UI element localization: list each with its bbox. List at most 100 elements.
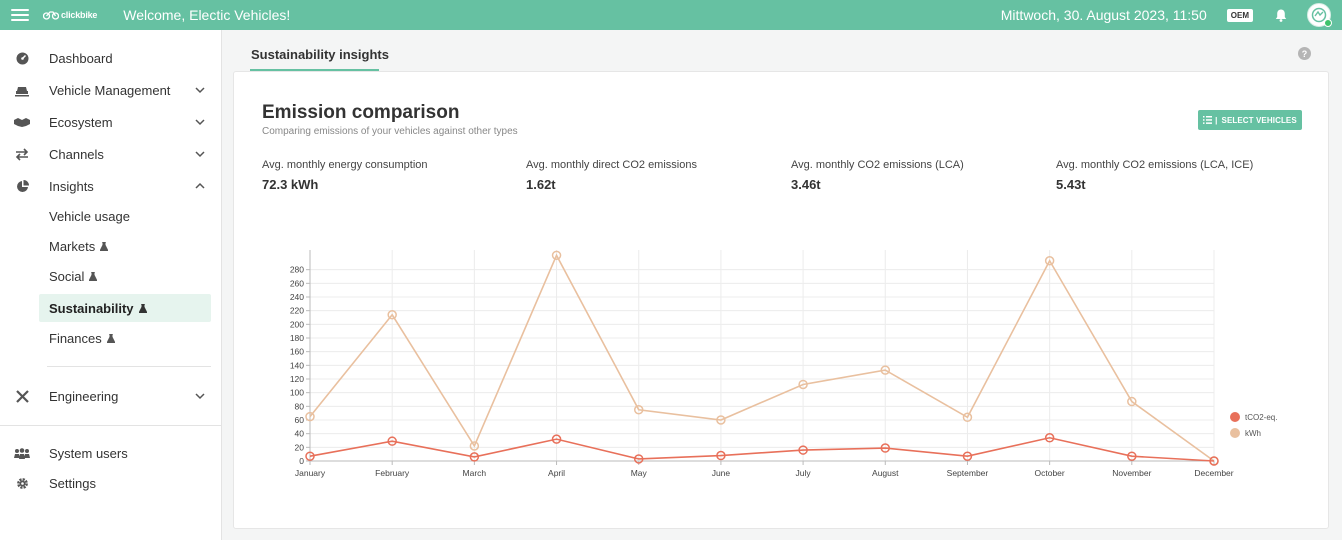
exchange-arrows-icon — [14, 146, 30, 162]
flask-icon — [89, 271, 98, 281]
sidebar-item-engineering[interactable]: Engineering — [0, 381, 221, 411]
logo[interactable]: clickbike — [43, 10, 97, 20]
sidebar-label: Finances — [49, 330, 102, 346]
chart-grid — [309, 250, 1215, 462]
sidebar-item-vehicle-management[interactable]: Vehicle Management — [0, 75, 221, 105]
x-tick-label: April — [548, 468, 565, 478]
flask-icon — [100, 241, 109, 251]
data-point — [880, 443, 891, 453]
data-point — [387, 436, 397, 446]
data-point — [962, 451, 973, 461]
sidebar-item-system-users[interactable]: System users — [0, 438, 221, 468]
series-line-kwh — [309, 253, 1215, 462]
chevron-up-icon — [195, 182, 205, 189]
top-bar: clickbike Welcome, Electic Vehicles! Mit… — [0, 0, 1342, 30]
data-point — [633, 454, 644, 464]
select-vehicles-button[interactable]: | SELECT VEHICLES — [1198, 110, 1302, 130]
select-vehicles-label: SELECT VEHICLES — [1221, 115, 1297, 125]
bell-icon[interactable] — [1275, 9, 1287, 22]
data-point — [880, 365, 891, 375]
sidebar-label: Social — [49, 268, 85, 284]
data-point — [1127, 396, 1137, 407]
sidebar-item-sustainability[interactable]: Sustainability — [39, 294, 211, 322]
sidebar-label: Dashboard — [49, 50, 113, 66]
sidebar-item-vehicle-usage[interactable]: Vehicle usage — [39, 202, 211, 230]
x-tick-label: March — [463, 468, 487, 478]
list-icon — [1203, 116, 1213, 124]
y-tick-label: 160 — [290, 347, 304, 357]
sidebar-label: Insights — [49, 178, 94, 194]
sidebar: Dashboard Vehicle Management Ecosystem C… — [0, 30, 222, 540]
online-status-dot — [1324, 19, 1332, 27]
x-axis: January February March April May June July Augu… — [295, 460, 1234, 478]
help-icon[interactable]: ? — [1298, 47, 1311, 60]
sidebar-item-markets[interactable]: Markets — [39, 232, 211, 260]
sidebar-label: Channels — [49, 146, 104, 162]
data-point — [1044, 433, 1055, 443]
stat-label: Avg. monthly CO2 emissions (LCA, ICE) — [1056, 159, 1254, 171]
legend-label: kWh — [1245, 429, 1261, 438]
sidebar-label: Engineering — [49, 388, 119, 404]
data-point — [551, 250, 562, 261]
data-point — [716, 450, 726, 461]
chevron-down-icon — [195, 151, 205, 158]
data-point — [633, 405, 644, 415]
sidebar-label: Markets — [49, 238, 96, 254]
sidebar-item-settings[interactable]: Settings — [0, 468, 221, 498]
sidebar-item-dashboard[interactable]: Dashboard — [0, 43, 221, 73]
chart-series — [305, 250, 1219, 466]
sidebar-item-channels[interactable]: Channels — [0, 139, 221, 169]
tab-bar: Sustainability insights — [222, 30, 1342, 71]
data-point — [798, 379, 808, 390]
x-tick-label: October — [1035, 468, 1065, 478]
tab-sustainability-insights[interactable]: Sustainability insights — [251, 47, 389, 62]
legend-label: tCO2-eq. — [1245, 413, 1277, 422]
bike-logo-icon — [43, 11, 59, 20]
x-tick-label: February — [375, 468, 410, 478]
legend-swatch — [1230, 428, 1240, 438]
stat-energy-consumption: Avg. monthly energy consumption 72.3 kWh — [262, 159, 428, 192]
y-tick-label: 100 — [290, 388, 304, 398]
legend-swatch — [1230, 412, 1240, 422]
stat-label: Avg. monthly direct CO2 emissions — [526, 159, 697, 171]
user-avatar[interactable] — [1307, 3, 1332, 27]
y-tick-label: 0 — [299, 456, 304, 466]
y-tick-label: 240 — [290, 292, 304, 302]
sidebar-item-ecosystem[interactable]: Ecosystem — [0, 107, 221, 137]
data-point — [469, 452, 480, 462]
flask-icon — [138, 303, 147, 313]
sidebar-item-insights[interactable]: Insights — [0, 171, 221, 201]
card-subtitle: Comparing emissions of your vehicles aga… — [262, 126, 518, 137]
datetime: Mittwoch, 30. August 2023, 11:50 — [1000, 7, 1207, 23]
welcome-text: Welcome, Electic Vehicles! — [123, 7, 291, 23]
x-tick-label: September — [947, 468, 989, 478]
stat-co2-lca: Avg. monthly CO2 emissions (LCA) 3.46t — [791, 159, 964, 192]
x-tick-label: November — [1112, 468, 1151, 478]
data-point — [716, 415, 726, 425]
divider — [0, 425, 221, 426]
y-tick-label: 260 — [290, 278, 304, 288]
data-point — [1127, 451, 1137, 461]
logo-text: clickbike — [61, 10, 98, 20]
y-tick-label: 180 — [290, 333, 304, 343]
y-tick-label: 120 — [290, 374, 304, 384]
sidebar-item-finances[interactable]: Finances — [39, 324, 211, 352]
stat-direct-co2: Avg. monthly direct CO2 emissions 1.62t — [526, 159, 697, 192]
menu-icon[interactable] — [11, 9, 29, 21]
x-tick-label: June — [712, 468, 731, 478]
stat-label: Avg. monthly energy consumption — [262, 159, 428, 171]
y-tick-label: 40 — [295, 429, 305, 439]
gauge-icon — [14, 50, 30, 66]
sidebar-item-social[interactable]: Social — [39, 262, 211, 290]
tools-icon — [14, 388, 30, 404]
stat-value: 1.62t — [526, 177, 556, 192]
divider — [47, 366, 211, 367]
x-tick-label: January — [295, 468, 326, 478]
stat-value: 72.3 kWh — [262, 177, 319, 192]
oem-badge[interactable]: OEM — [1226, 8, 1253, 22]
sidebar-label: System users — [49, 445, 128, 461]
data-point — [551, 434, 562, 444]
y-tick-label: 200 — [290, 319, 304, 329]
stat-co2-lca-ice: Avg. monthly CO2 emissions (LCA, ICE) 5.… — [1056, 159, 1253, 192]
sidebar-label: Ecosystem — [49, 114, 113, 130]
